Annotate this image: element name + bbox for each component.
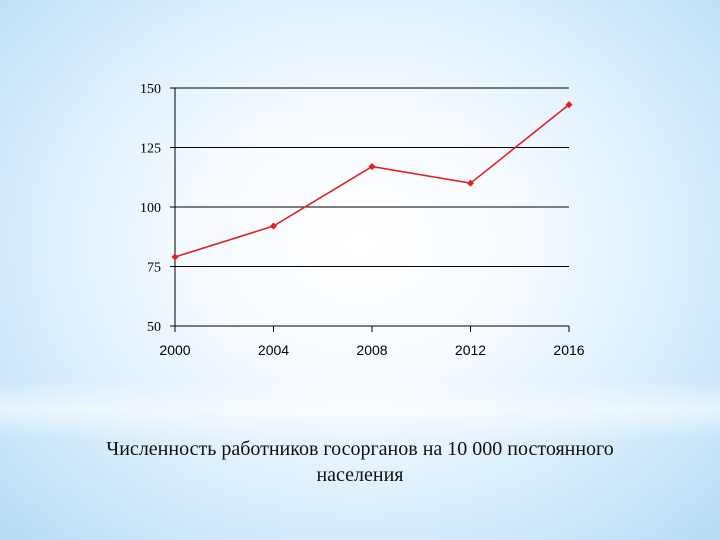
data-point-2008 — [368, 163, 376, 171]
y-tick-label-100: 100 — [140, 201, 161, 216]
series-line-0 — [174, 104, 570, 258]
grid-lines — [175, 87, 569, 267]
data-point-2000 — [171, 253, 179, 261]
y-tick-labels: 50 75 100 125 150 — [140, 82, 161, 335]
y-tick-label-125: 125 — [140, 142, 161, 157]
y-tick-label-50: 50 — [147, 320, 161, 335]
x-tick-label-0: 2000 — [159, 342, 190, 358]
series-group — [171, 101, 573, 261]
x-tick-label-2: 2008 — [356, 342, 387, 358]
caption-line-1: Численность работников госорганов на 10 … — [106, 438, 614, 460]
x-tick-label-4: 2016 — [553, 342, 584, 358]
y-tick-label-75: 75 — [147, 261, 161, 276]
background-band — [0, 380, 720, 440]
axes — [170, 87, 570, 332]
x-tick-label-1: 2004 — [258, 342, 289, 358]
data-point-2004 — [269, 222, 278, 230]
data-point-2012 — [466, 179, 475, 187]
caption-line-2: населения — [316, 464, 404, 486]
x-tick-labels: 2000 2004 2008 2012 2016 — [159, 342, 584, 358]
line-chart: 50 75 100 125 150 2000 2004 2008 2012 2016 — [140, 82, 585, 358]
x-tick-label-3: 2012 — [455, 342, 486, 358]
data-point-2016 — [565, 101, 573, 109]
chart-caption: Численность работников госорганов на 10 … — [40, 436, 680, 488]
y-tick-label-150: 150 — [140, 82, 161, 97]
